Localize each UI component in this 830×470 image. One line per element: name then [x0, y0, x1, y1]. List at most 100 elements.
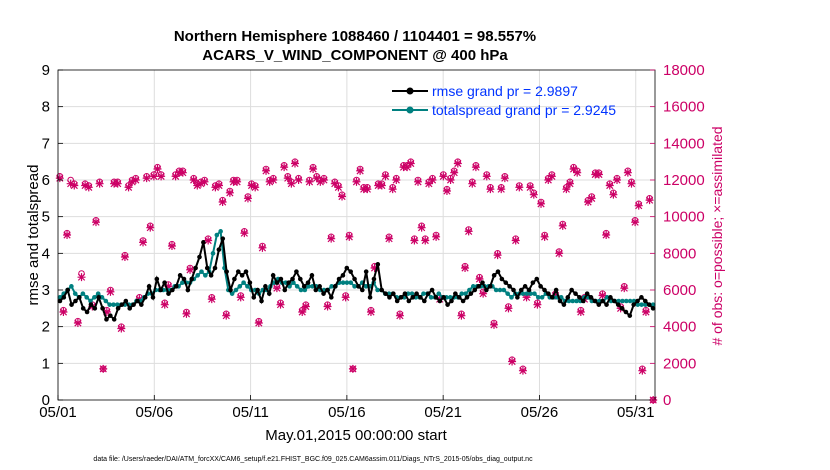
obs-assimilated-marker — [334, 183, 343, 192]
x-axis-label: May.01,2015 00:00:00 start — [265, 427, 447, 444]
obs-assimilated-marker — [486, 185, 495, 194]
rmse-point — [235, 269, 241, 274]
obs-assimilated-marker — [406, 159, 415, 168]
spread-point — [95, 291, 101, 296]
rmse-point — [356, 284, 361, 289]
rmse-point — [515, 295, 520, 300]
obs-assimilated-marker — [410, 236, 419, 245]
obs-assimilated-marker — [428, 176, 437, 184]
spread-point — [352, 284, 357, 289]
spread-point — [616, 298, 621, 304]
rmse-point — [522, 284, 528, 289]
obs-assimilated-marker — [432, 232, 441, 241]
rmse-point — [484, 287, 489, 293]
y-right-tick-label: 2000 — [663, 355, 696, 372]
spread-point — [69, 284, 74, 289]
obs-assimilated-marker — [623, 168, 632, 177]
spread-point — [409, 291, 415, 296]
obs-assimilated-marker — [182, 309, 191, 318]
spread-point — [470, 284, 476, 289]
obs-assimilated-marker — [312, 174, 321, 183]
rmse-point — [247, 280, 253, 285]
obs-assimilated-marker — [301, 302, 310, 311]
y-left-tick-label: 4 — [42, 245, 50, 262]
obs-assimilated-marker — [450, 168, 459, 177]
grid-horizontal — [58, 106, 655, 364]
obs-assimilated-marker — [439, 172, 448, 181]
obs-assimilated-marker — [533, 300, 542, 309]
obs-assimilated-marker — [461, 264, 470, 272]
spread-point — [524, 291, 530, 296]
rmse-point — [584, 291, 590, 296]
rmse-point — [96, 295, 102, 300]
obs-assimilated-marker — [131, 176, 140, 184]
obs-assimilated-marker — [73, 319, 82, 327]
rmse-point — [387, 295, 392, 300]
rmse-point — [111, 317, 117, 322]
obs-assimilated-marker — [526, 183, 535, 192]
rmse-point — [181, 276, 187, 282]
spread-point — [298, 287, 304, 293]
obs-assimilated-marker — [511, 236, 520, 245]
spread-point — [509, 295, 514, 300]
obs-assimilated-marker — [638, 366, 647, 375]
rmse-point — [255, 287, 260, 293]
rmse-point — [588, 295, 594, 300]
obs-assimilated-marker — [233, 177, 242, 186]
rmse-point — [274, 280, 280, 285]
obs-assimilated-marker — [316, 177, 325, 186]
obs-assimilated-marker — [500, 174, 509, 183]
rmse-point — [468, 291, 474, 296]
obs-assimilated-marker — [587, 194, 596, 203]
spread-point — [103, 298, 109, 304]
rmse-point — [278, 276, 284, 282]
spread-point — [245, 284, 250, 289]
obs-assimilated-marker — [258, 243, 267, 252]
rmse-point — [329, 295, 334, 300]
obs-assimilated-marker — [573, 168, 582, 177]
obs-assimilated-marker — [352, 177, 361, 186]
rmse-point — [317, 284, 322, 289]
rmse-point — [503, 280, 509, 285]
spread-point — [428, 295, 434, 300]
rmse-point — [61, 295, 67, 300]
spread-point — [604, 295, 610, 300]
obs-assimilated-marker — [272, 284, 281, 293]
rmse-point — [518, 287, 524, 293]
spread-point — [111, 302, 116, 307]
spread-point — [459, 291, 465, 296]
obs-assimilated-marker — [547, 172, 556, 181]
obs-assimilated-marker — [584, 198, 593, 206]
rmse-point — [441, 295, 447, 300]
obs-assimilated-marker — [247, 181, 256, 190]
spread-point — [302, 287, 308, 293]
obs-assimilated-marker — [479, 289, 488, 298]
obs-assimilated-marker — [276, 300, 285, 309]
obs-assimilated-marker — [240, 229, 249, 238]
obs-assimilated-marker — [594, 170, 603, 179]
spread-point — [214, 232, 220, 238]
obs-assimilated-marker — [605, 181, 614, 190]
rmse-point — [193, 265, 198, 271]
obs-assimilated-marker — [171, 172, 180, 181]
rmse-point — [263, 284, 268, 289]
obs-assimilated-marker — [280, 163, 289, 172]
y-left-tick-label: 0 — [42, 392, 50, 409]
legend-spread-marker — [406, 106, 414, 114]
spread-point — [340, 280, 346, 285]
obs-assimilated-marker — [555, 249, 564, 258]
rmse-point — [573, 291, 578, 296]
spread-point — [241, 280, 246, 285]
obs-assimilated-marker — [196, 179, 205, 188]
spread-point — [501, 287, 507, 293]
rmse-point — [201, 240, 206, 245]
legend-rmse-label: rmse grand pr = 2.9897 — [432, 83, 578, 99]
rmse-point — [375, 262, 381, 267]
y-left-tick-label: 5 — [42, 209, 50, 226]
rmse-point — [216, 247, 222, 252]
y-right-tick-label: 0 — [663, 392, 671, 409]
obs-assimilated-marker — [59, 308, 68, 316]
rmse-point — [534, 276, 540, 282]
obs-assimilated-marker — [146, 223, 155, 232]
rmse-point — [433, 295, 439, 300]
